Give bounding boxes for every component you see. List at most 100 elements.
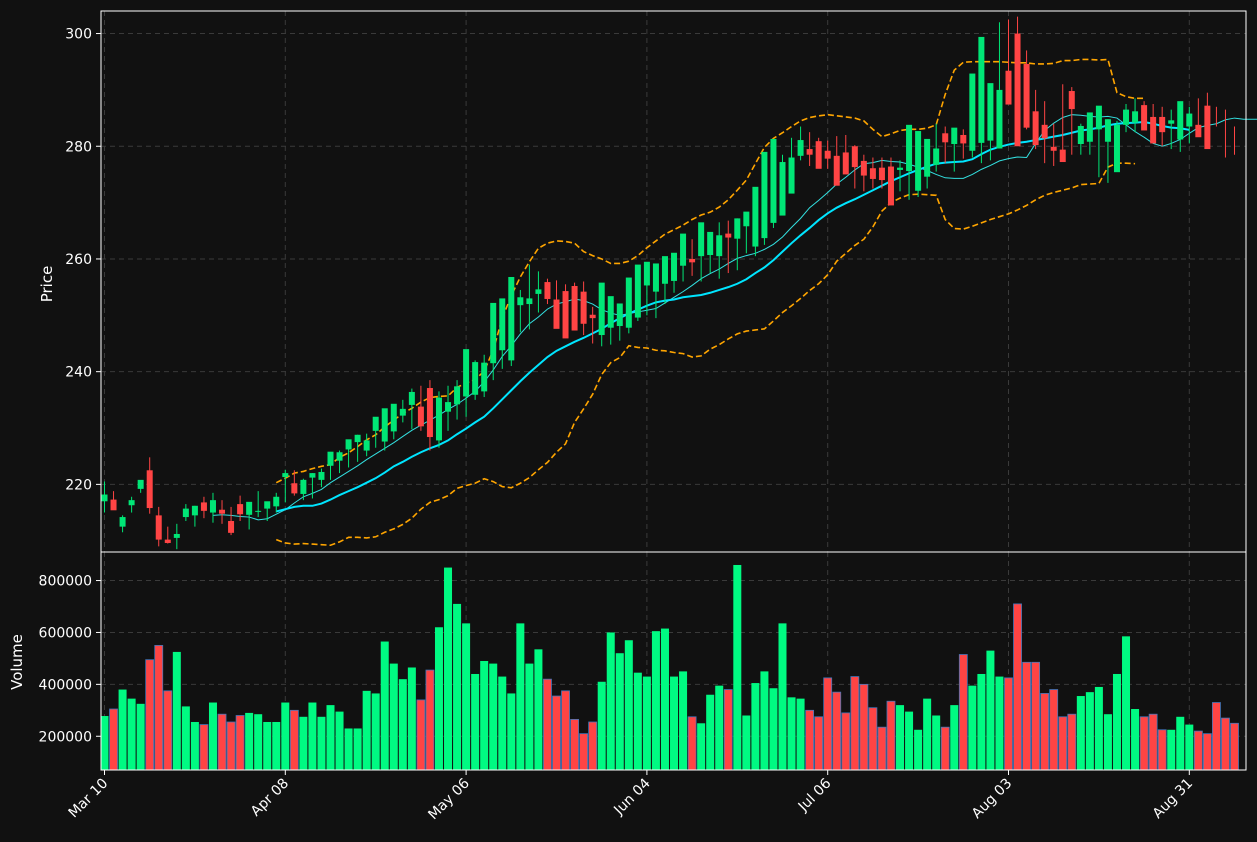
volume-bar [715, 685, 724, 770]
candle-body [454, 386, 461, 405]
volume-bar [769, 688, 778, 770]
candle-body [869, 168, 876, 179]
candle-body [1077, 125, 1084, 144]
volume-bar [723, 689, 733, 771]
candle-body [219, 509, 226, 514]
candle-body [1032, 111, 1039, 146]
candle-body [915, 131, 922, 191]
candle-body [228, 521, 235, 533]
volume-bar [299, 716, 308, 770]
candle-body [1177, 101, 1184, 140]
volume-bar [660, 628, 669, 770]
volume-bar [633, 672, 642, 770]
volume-bar [398, 679, 407, 770]
candle-body [634, 264, 641, 318]
volume-bar [1103, 714, 1112, 770]
volume-bar [525, 663, 534, 770]
volume-bar [606, 632, 615, 770]
volume-bar [480, 661, 489, 770]
candle-body [354, 434, 361, 443]
candle-body [490, 302, 497, 364]
candle-body [752, 186, 759, 247]
volume-bar [950, 705, 959, 770]
volume-bar [651, 631, 660, 770]
candle-body [282, 473, 289, 478]
volume-bar [760, 671, 769, 770]
volume-bar [1085, 692, 1094, 770]
candle-body [390, 403, 397, 432]
volume-bar [787, 697, 796, 770]
candle-body [1159, 116, 1166, 133]
volume-bar [1049, 689, 1059, 771]
candle-body [526, 298, 533, 305]
volume-bar [154, 645, 164, 771]
volume-bar [805, 709, 815, 771]
volume-bar [389, 663, 398, 770]
volume-bar [263, 721, 272, 770]
volume-bar [145, 659, 155, 771]
candle-body [1168, 120, 1175, 124]
candle-body [842, 152, 849, 175]
candle-body [435, 397, 442, 441]
candle-body [472, 362, 479, 395]
volume-axes-frame [100, 551, 1247, 771]
volume-bar [896, 705, 905, 770]
candle-body [191, 505, 198, 516]
volume-bar [579, 733, 589, 771]
volume-bar [1193, 730, 1203, 771]
volume-bar [1148, 713, 1158, 771]
volume-bar [199, 724, 209, 771]
candle-body [1068, 91, 1075, 110]
volume-bar [823, 677, 833, 771]
candle-body [1113, 124, 1120, 173]
candle-body [137, 479, 144, 489]
volume-bar [434, 627, 443, 770]
candle-body [580, 291, 587, 324]
volume-bar [1131, 709, 1140, 770]
volume-bar [1122, 636, 1131, 770]
candle-body [779, 162, 786, 216]
volume-bar [588, 721, 598, 771]
volume-bar [1221, 717, 1230, 771]
volume-bar [190, 721, 199, 770]
volume-axis-label: Volume [8, 634, 26, 690]
candle-body [969, 73, 976, 151]
volume-bar [444, 567, 453, 770]
candle-body [1041, 124, 1048, 139]
candle-body [761, 151, 768, 239]
volume-bar [272, 721, 281, 770]
volume-bar [127, 698, 136, 770]
volume-bar [516, 623, 525, 770]
candle-body [671, 252, 678, 281]
candle-body [508, 276, 515, 361]
volume-bar [796, 698, 805, 770]
candle-body [652, 263, 659, 292]
candle-body [200, 502, 207, 511]
volume-bar [968, 685, 977, 770]
candle-body [1050, 146, 1057, 151]
candle-body [951, 127, 958, 144]
volume-bar [597, 681, 606, 770]
candle-body [788, 157, 795, 194]
candle-body [101, 494, 108, 502]
volume-bar [289, 709, 299, 771]
candle-body [860, 160, 867, 176]
volume-bar [507, 693, 516, 770]
candle-body [445, 402, 452, 412]
candle-body [716, 235, 723, 257]
candle-body [770, 138, 777, 223]
candle-body [318, 471, 325, 480]
candle-body [942, 133, 949, 143]
candle-body [1150, 116, 1157, 144]
candle-body [155, 515, 162, 540]
volume-bar [407, 667, 416, 770]
line-bollinger_lower [275, 162, 1136, 547]
volume-bar [344, 728, 353, 770]
volume-bar [498, 676, 507, 770]
price-ytick-label: 300 [65, 27, 92, 43]
volume-bar [859, 683, 869, 771]
volume-bar [380, 641, 389, 770]
candle-body [987, 83, 994, 141]
candle-body [264, 501, 271, 509]
volume-bar [1157, 729, 1167, 771]
